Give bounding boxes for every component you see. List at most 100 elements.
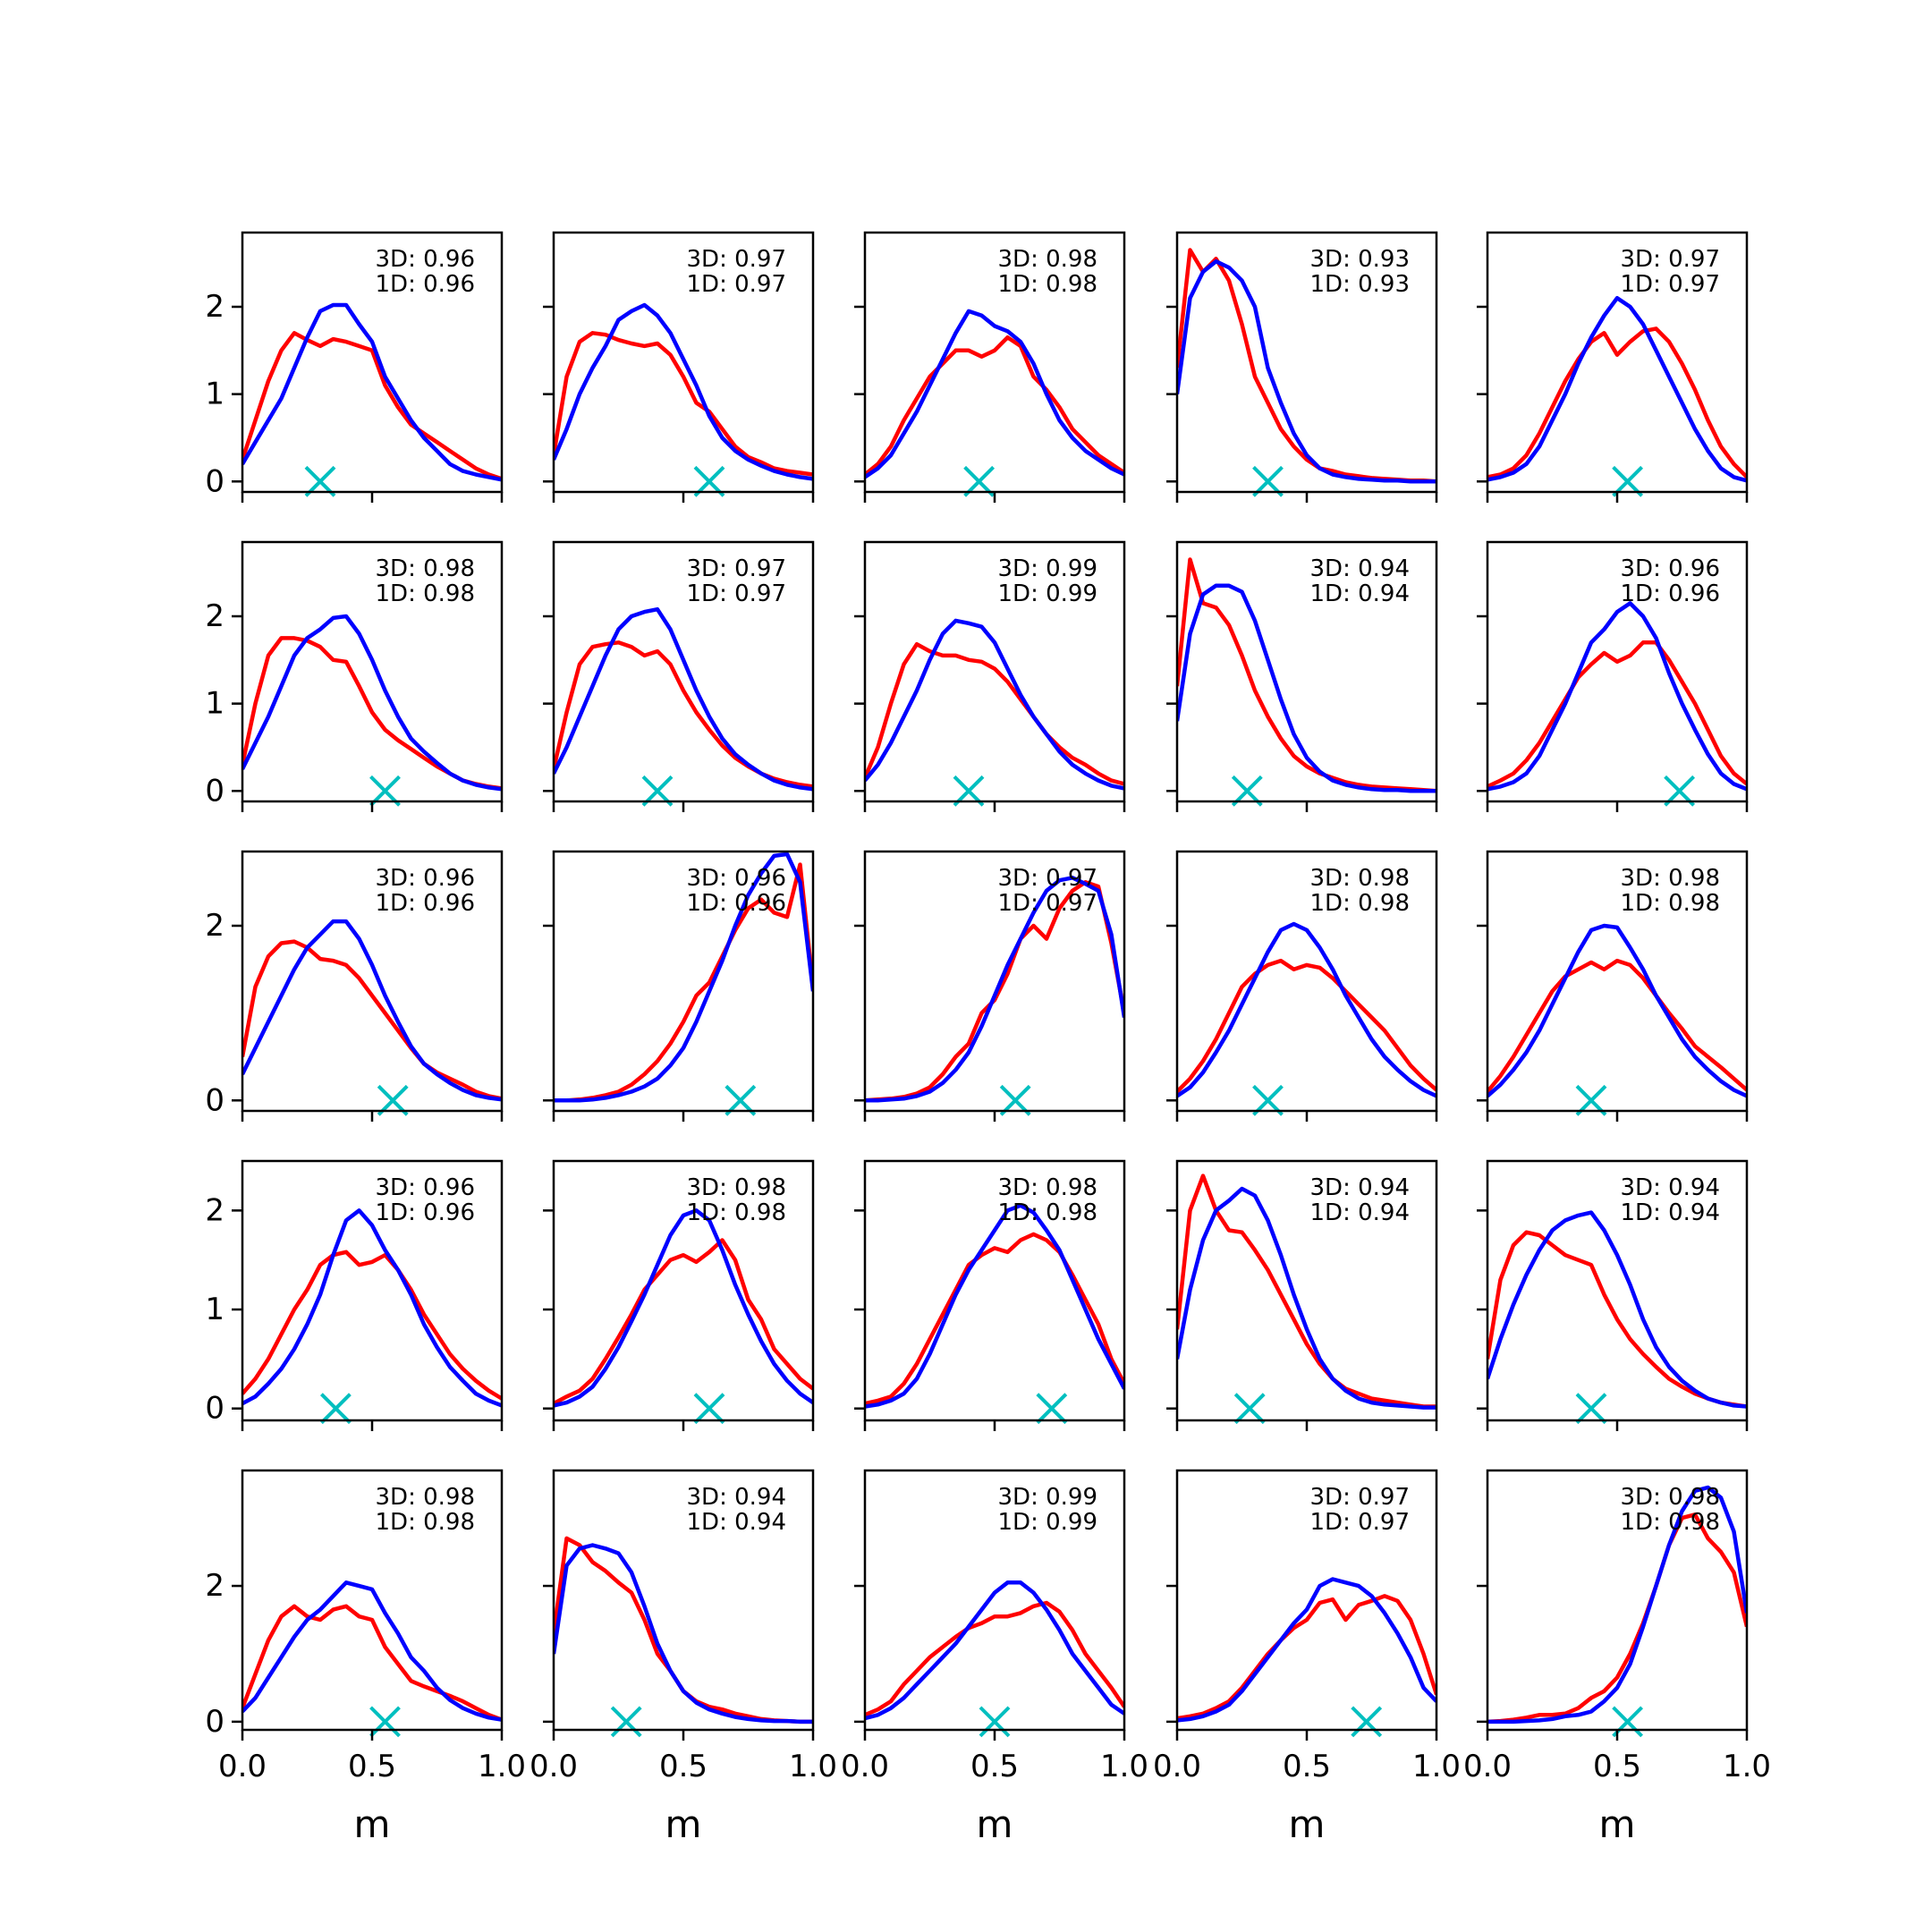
score-3d: 3D: 0.98 [1621,1484,1720,1511]
score-3d: 3D: 0.99 [998,1484,1097,1511]
score-3d: 3D: 0.98 [687,1174,786,1201]
score-1d: 1D: 0.94 [687,1509,786,1536]
y-tick-label: 0 [205,1082,225,1118]
score-3d: 3D: 0.97 [1621,246,1720,273]
blue-curve [242,1580,502,1722]
x-tick-label: 1.0 [478,1749,526,1784]
x-tick-label: 0.0 [1463,1749,1512,1784]
blue-curve [242,302,502,482]
blue-curve [554,852,813,1103]
x-axis-label: m [354,1802,391,1846]
score-3d: 3D: 0.94 [687,1484,786,1511]
x-axis-label: m [977,1802,1013,1846]
x-axis-label: m [665,1802,702,1846]
x-tick-label: 0.5 [659,1749,708,1784]
marker-x [979,1706,1011,1738]
marker-stroke [610,1706,642,1738]
blue-curve [1177,258,1436,484]
score-3d: 3D: 0.94 [1310,555,1410,582]
score-1d: 1D: 0.98 [1621,890,1720,917]
y-tick-label: 1 [205,686,225,722]
red-curve [1177,1174,1436,1409]
marker-x [693,1393,725,1425]
score-1d: 1D: 0.98 [998,1199,1097,1226]
blue-curve [1177,1186,1436,1410]
score-1d: 1D: 0.98 [376,1509,475,1536]
marker-stroke [369,1706,401,1738]
red-curve [242,331,502,481]
red-curve [1487,326,1747,479]
score-1d: 1D: 0.96 [687,890,786,917]
score-1d: 1D: 0.93 [1310,271,1410,298]
marker-stroke [1575,1393,1607,1425]
blue-curve [1487,295,1747,483]
x-tick-label: 0.5 [348,1749,396,1784]
y-tick-label: 0 [205,1704,225,1740]
score-3d: 3D: 0.98 [376,555,475,582]
y-tick-label: 1 [205,377,225,412]
blue-curve [1177,583,1436,793]
score-3d: 3D: 0.96 [376,1174,475,1201]
score-1d: 1D: 0.96 [376,1199,475,1226]
red-curve [242,1604,502,1722]
x-tick-label: 0.0 [530,1749,578,1784]
score-3d: 3D: 0.97 [687,555,786,582]
red-curve [242,939,502,1101]
blue-curve [865,876,1124,1103]
marker-x [1575,1393,1607,1425]
x-tick-label: 1.0 [789,1749,837,1784]
blue-curve [242,919,502,1102]
score-1d: 1D: 0.96 [376,271,475,298]
x-tick-label: 1.0 [1412,1749,1461,1784]
score-1d: 1D: 0.98 [1310,890,1410,917]
score-1d: 1D: 0.94 [1310,580,1410,607]
x-tick-label: 0.5 [1593,1749,1641,1784]
score-3d: 3D: 0.94 [1310,1174,1410,1201]
score-1d: 1D: 0.98 [1621,1509,1720,1536]
marker-stroke [979,1706,1011,1738]
score-3d: 3D: 0.98 [376,1484,475,1511]
score-3d: 3D: 0.93 [1310,246,1410,273]
y-tick-label: 2 [205,289,225,325]
x-tick-label: 1.0 [1100,1749,1148,1784]
marker-x [1233,1393,1266,1425]
blue-curve [554,1543,813,1724]
score-3d: 3D: 0.97 [687,246,786,273]
x-axis-label: m [1289,1802,1326,1846]
y-tick-label: 1 [205,1292,225,1327]
marker-x [369,1706,401,1738]
score-3d: 3D: 0.96 [376,865,475,892]
blue-curve [1177,921,1436,1098]
blue-curve [554,606,813,792]
marker-stroke [1233,1393,1266,1425]
score-3d: 3D: 0.99 [998,555,1097,582]
blue-curve [554,302,813,481]
score-3d: 3D: 0.94 [1621,1174,1720,1201]
red-curve [1487,640,1747,789]
score-1d: 1D: 0.99 [998,580,1097,607]
blue-curve [1487,923,1747,1098]
score-3d: 3D: 0.98 [998,1174,1097,1201]
score-1d: 1D: 0.97 [687,580,786,607]
score-3d: 3D: 0.96 [687,865,786,892]
red-curve [554,331,813,477]
blue-curve [242,1208,502,1408]
